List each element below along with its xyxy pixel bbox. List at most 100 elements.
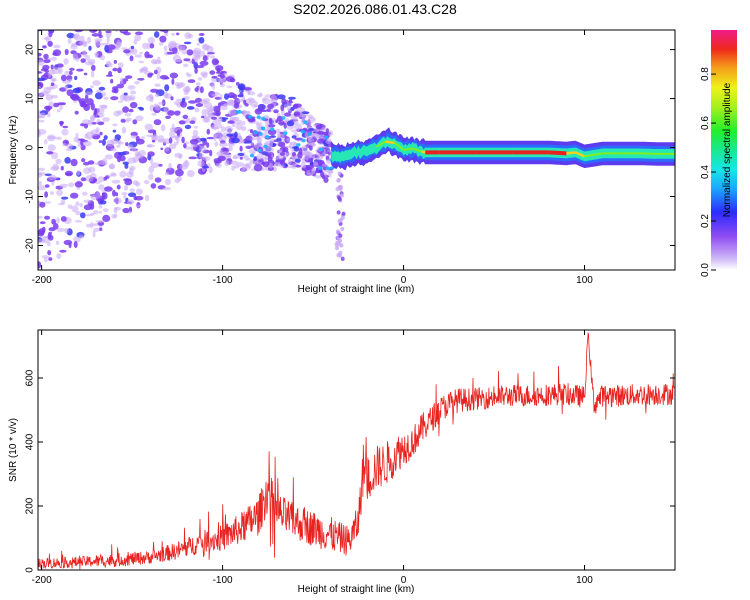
spectrogram-blob — [300, 129, 305, 134]
spectrogram-blob — [231, 137, 240, 144]
spectrogram-blob — [338, 233, 343, 238]
spectrogram-blob — [92, 80, 101, 86]
spectrogram-blob — [168, 11, 174, 14]
spectrogram-blob — [152, 136, 159, 140]
spectrogram-blob — [171, 32, 176, 36]
spectrogram-blob — [101, 138, 106, 146]
spectrogram-blob — [101, 192, 106, 200]
spectrogram-blob — [106, 36, 110, 43]
spectrogram-blob — [161, 0, 164, 3]
spectrogram-blob — [80, 123, 85, 127]
x-tick-label: -200 — [32, 275, 52, 286]
spectrogram-blob — [124, 163, 129, 169]
spectrogram-blob — [338, 184, 343, 190]
spectrogram-blob — [319, 147, 324, 152]
spectrogram-blob — [73, 241, 78, 248]
spectrogram-blob — [77, 10, 84, 16]
spectrogram-blob — [72, 87, 82, 94]
colorbar-tick-label: 0.6 — [700, 116, 711, 130]
spectrogram-blob — [110, 147, 117, 152]
spectrogram-blob — [106, 0, 110, 5]
spectrogram-blob — [283, 122, 287, 129]
colorbar-tick-label: 0.0 — [700, 263, 711, 277]
spectrogram-blob — [180, 11, 184, 15]
spectrogram-x-ticks: -200 -100 0 100 — [32, 30, 593, 286]
spectrogram-blob — [234, 119, 243, 125]
spectrogram-blob — [168, 162, 172, 170]
spectrogram-blob — [209, 70, 216, 75]
spectrogram-blob — [54, 13, 59, 20]
spectrogram-blob — [90, 7, 93, 14]
spectrogram-blob — [45, 94, 53, 101]
spectrogram-blob — [277, 141, 286, 148]
spectrogram-blob — [120, 0, 123, 4]
spectrogram-blob — [197, 160, 205, 167]
spectrogram-blob — [174, 178, 180, 184]
spectrogram-blob — [206, 142, 210, 149]
spectrogram-blob — [163, 91, 169, 99]
spectrogram-blob — [108, 11, 115, 14]
spectrogram-blob — [218, 142, 228, 148]
spectrogram-blob — [141, 136, 146, 140]
spectrogram-blob — [96, 115, 100, 118]
spectrogram-blob — [127, 85, 136, 90]
spectrogram-blob — [154, 69, 158, 75]
spectrogram-blob — [60, 74, 67, 82]
spectrogram-blob — [50, 12, 56, 19]
spectrogram-blob — [148, 13, 157, 16]
spectrogram-blob — [337, 218, 342, 224]
spectrogram-blob — [172, 25, 180, 30]
spectrogram-blob — [190, 22, 198, 25]
spectrogram-blob — [135, 181, 141, 187]
spectrogram-blob — [59, 105, 64, 110]
spectrogram-blob — [75, 201, 80, 206]
spectrogram-blob — [60, 6, 64, 12]
spectrogram-blob — [99, 131, 103, 136]
spectrogram-blob — [44, 201, 52, 204]
spectrogram-blob — [113, 197, 123, 204]
spectrogram-blob — [62, 5, 70, 9]
spectrogram-blob — [293, 146, 300, 152]
ridge-core — [375, 140, 386, 148]
spectrogram-blob — [102, 214, 111, 222]
spectrogram-blob — [192, 129, 199, 137]
spectrogram-blob — [145, 13, 154, 20]
spectrogram-blob — [90, 70, 95, 78]
spectrogram-blob — [91, 24, 98, 28]
spectrogram-blob — [275, 162, 281, 166]
spectrogram-blob — [270, 127, 275, 132]
spectrogram-blob — [91, 30, 98, 32]
spectrogram-blob — [55, 136, 62, 140]
spectrogram-blob — [87, 0, 90, 2]
spectrogram-blob — [74, 220, 83, 223]
spectrogram-blob — [179, 163, 189, 170]
spectrogram-blob — [38, 215, 43, 219]
spectrogram-blob — [130, 18, 134, 21]
spectrogram-blob — [121, 7, 130, 13]
spectrogram-blob — [116, 144, 121, 148]
ridge-core — [638, 152, 657, 155]
spectrogram-blob — [181, 48, 188, 55]
spectrogram-blob — [91, 64, 96, 71]
spectrogram-blob — [112, 0, 118, 3]
spectrogram-blob — [183, 41, 192, 45]
spectrogram-blob — [188, 100, 197, 104]
y-tick-label: -10 — [25, 189, 36, 204]
spectrogram-blob — [116, 39, 122, 47]
spectrogram-blob — [68, 0, 75, 5]
ridge-core — [584, 152, 603, 158]
spectrogram-blob — [38, 180, 42, 186]
ridge-core — [566, 151, 576, 155]
spectrogram-blob — [48, 257, 53, 261]
spectrogram-blob — [117, 67, 122, 74]
spectrogram-blob — [80, 177, 87, 182]
spectrogram-blob — [214, 141, 219, 147]
spectrogram-blob — [124, 178, 133, 186]
spectrogram-blob — [99, 55, 106, 61]
spectrogram-blob — [44, 191, 48, 198]
spectrogram-blob — [174, 135, 178, 141]
spectrogram-blob — [189, 25, 196, 30]
spectrogram-blob — [74, 110, 79, 115]
spectrogram-blob — [228, 92, 235, 98]
spectrogram-blob — [321, 163, 329, 167]
